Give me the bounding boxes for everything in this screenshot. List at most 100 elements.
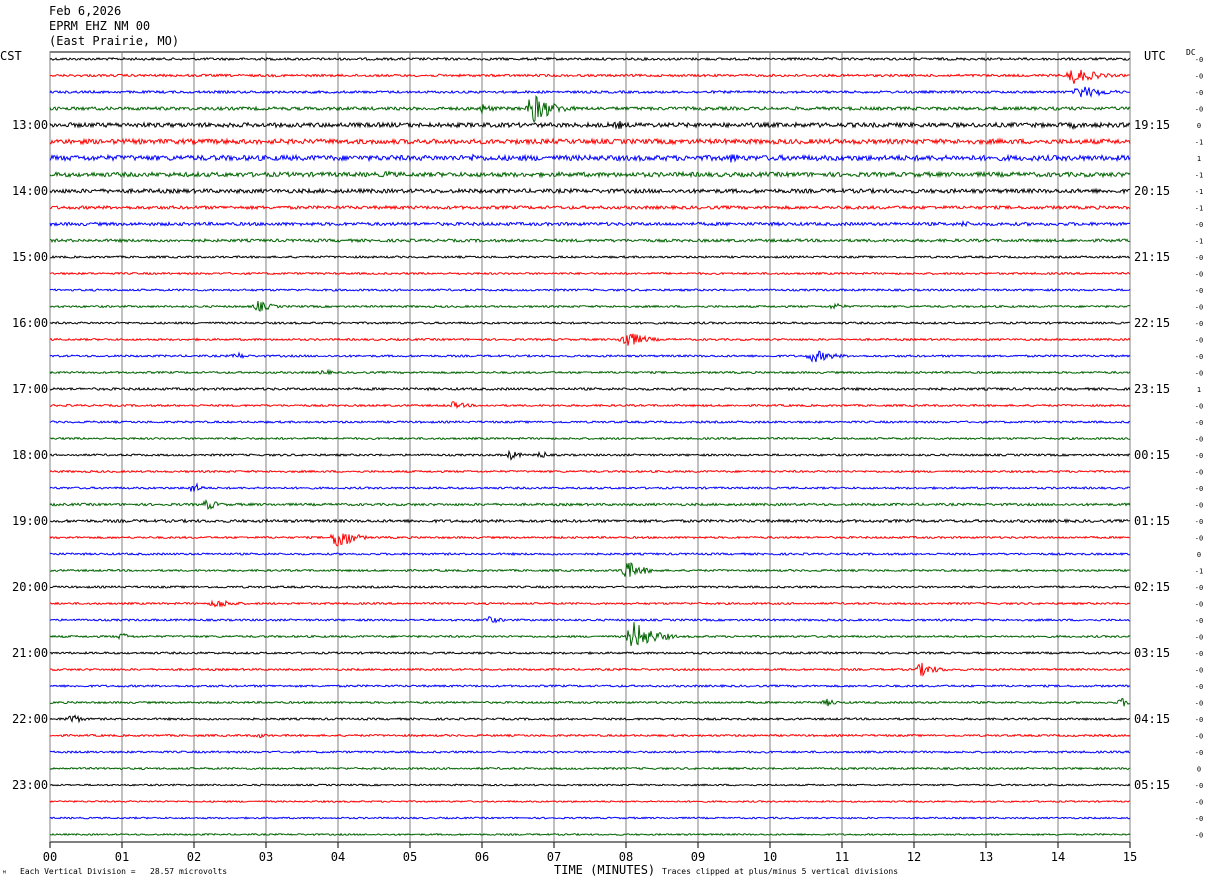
right-timezone-label: UTC	[1144, 49, 1166, 63]
dc-offset-label: -1	[1195, 205, 1203, 213]
trace-line	[49, 86, 1131, 98]
trace-line	[49, 585, 1131, 590]
trace-line	[49, 551, 1130, 557]
dc-offset-label: 0	[1197, 766, 1201, 774]
trace-line	[49, 714, 1131, 724]
dc-offset-label: -0	[1195, 73, 1203, 81]
trace-line	[49, 482, 1131, 492]
dc-offset-label: -0	[1195, 89, 1203, 97]
dc-offset-label: -1	[1195, 238, 1203, 246]
trace-line	[49, 697, 1131, 707]
trace-line	[49, 750, 1131, 754]
trace-line	[49, 733, 1131, 739]
dc-offset-label: -0	[1195, 403, 1203, 411]
trace-line	[49, 69, 1131, 84]
right-hour-label: 21:15	[1134, 250, 1170, 264]
right-hour-label: 22:15	[1134, 316, 1170, 330]
dc-offset-label: -0	[1195, 634, 1203, 642]
trace-line	[49, 622, 1131, 647]
dc-column-label: DC	[1186, 48, 1196, 57]
dc-offset-label: -0	[1195, 832, 1203, 840]
dc-offset-label: -0	[1195, 469, 1203, 477]
dc-offset-label: -0	[1195, 617, 1203, 625]
right-hour-label: 19:15	[1134, 118, 1170, 132]
x-tick-label: 15	[1123, 850, 1137, 864]
right-hour-label: 01:15	[1134, 514, 1170, 528]
dc-offset-label: -0	[1195, 502, 1203, 510]
trace-line	[49, 816, 1131, 820]
dc-offset-label: -0	[1195, 56, 1203, 64]
x-tick-label: 01	[115, 850, 129, 864]
dc-offset-label: -1	[1195, 139, 1203, 147]
x-tick-label: 09	[691, 850, 705, 864]
chart-station: EPRM EHZ NM 00	[49, 19, 151, 33]
dc-offset-label: -1	[1195, 172, 1203, 180]
trace-line	[49, 350, 1131, 363]
trace-line	[49, 469, 1131, 474]
dc-offset-label: -0	[1195, 337, 1203, 345]
trace-line	[49, 368, 1131, 375]
dc-offset-label: -0	[1195, 304, 1203, 312]
trace-line	[49, 120, 1131, 131]
trace-line	[49, 799, 1131, 804]
dc-offset-label: -0	[1195, 106, 1203, 114]
right-hour-label: 04:15	[1134, 712, 1170, 726]
left-hour-label: 15:00	[12, 250, 48, 264]
right-hour-label: 00:15	[1134, 448, 1170, 462]
trace-line	[49, 783, 1131, 787]
dc-offset-label: -1	[1195, 568, 1203, 576]
x-tick-label: 12	[907, 850, 921, 864]
trace-line	[49, 271, 1131, 276]
trace-line	[49, 288, 1131, 293]
trace-line	[49, 301, 1131, 313]
trace-line	[49, 237, 1131, 244]
trace-line	[49, 170, 1131, 179]
x-tick-label: 04	[331, 850, 345, 864]
dc-offset-label: 0	[1197, 551, 1201, 559]
x-axis-label: TIME (MINUTES)	[554, 863, 656, 877]
left-timezone-label: CST	[0, 49, 22, 63]
trace-line	[49, 320, 1131, 325]
chart-location: (East Prairie, MO)	[49, 34, 180, 48]
x-tick-label: 13	[979, 850, 993, 864]
x-tick-label: 06	[475, 850, 489, 864]
trace-line	[49, 599, 1131, 608]
trace-line	[49, 499, 1131, 511]
plot-frame	[49, 51, 1131, 843]
left-hour-label: 20:00	[12, 580, 48, 594]
right-hour-label: 20:15	[1134, 184, 1170, 198]
dc-offset-label: -0	[1195, 254, 1203, 262]
dc-offset-label: -0	[1195, 436, 1203, 444]
division-note: Each Vertical Division = 28.57 microvolt…	[20, 867, 228, 876]
trace-line	[49, 449, 1131, 461]
x-tick-label: 07	[547, 850, 561, 864]
right-hour-label: 03:15	[1134, 646, 1170, 660]
trace-line	[49, 832, 1131, 837]
dc-offset-label: -0	[1195, 452, 1203, 460]
dc-offset-label: -0	[1195, 535, 1203, 543]
x-tick-label: 00	[43, 850, 57, 864]
trace-line	[49, 650, 1131, 656]
x-tick-label: 03	[259, 850, 273, 864]
footer-mark: ᴹ	[2, 869, 7, 878]
x-tick-label: 10	[763, 850, 777, 864]
dc-offset-label: 1	[1197, 386, 1201, 394]
trace-line	[49, 153, 1131, 163]
trace-line	[49, 766, 1131, 771]
right-hour-label: 23:15	[1134, 382, 1170, 396]
trace-line	[49, 137, 1131, 146]
dc-offset-label: -0	[1195, 271, 1203, 279]
dc-offset-label: -0	[1195, 584, 1203, 592]
dc-offset-label: -0	[1195, 320, 1203, 328]
left-hour-label: 22:00	[12, 712, 48, 726]
trace-line	[49, 333, 1131, 346]
left-hour-label: 14:00	[12, 184, 48, 198]
left-hour-label: 21:00	[12, 646, 48, 660]
trace-line	[49, 616, 1131, 624]
dc-offset-label: -0	[1195, 716, 1203, 724]
dc-offset-label: -0	[1195, 799, 1203, 807]
trace-line	[49, 683, 1131, 689]
dc-offset-label: -0	[1195, 733, 1203, 741]
dc-offset-label: -0	[1195, 815, 1203, 823]
